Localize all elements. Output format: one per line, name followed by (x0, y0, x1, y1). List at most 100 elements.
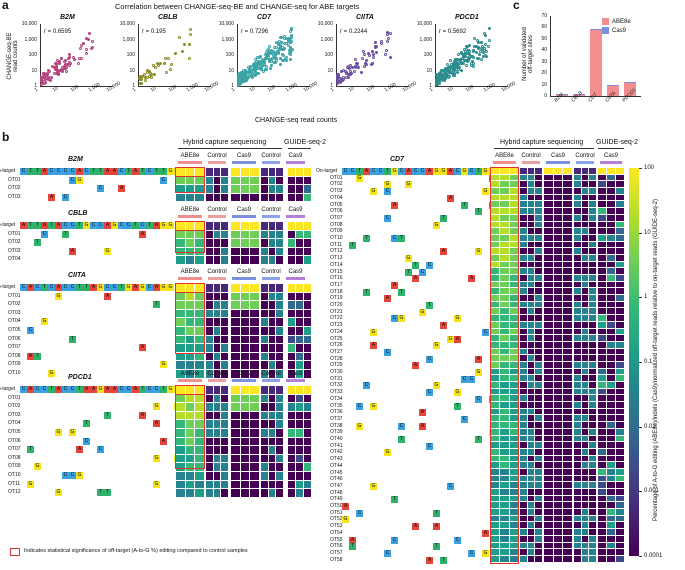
heatmap-cell (491, 515, 500, 522)
scatter-point (472, 55, 476, 59)
scatter-point (249, 72, 253, 76)
heatmap-cell (563, 181, 572, 188)
nucleotide: T (153, 168, 160, 175)
heatmap-cell (581, 395, 589, 402)
heatmap-cell (304, 185, 311, 193)
footnote: Indicates statistical significance of of… (24, 548, 248, 554)
mismatch-nucleotide: A (349, 536, 356, 544)
heatmap-cell (589, 408, 596, 415)
heatmap-cell (261, 301, 268, 309)
heatmap-cell (195, 403, 204, 411)
scatter-point (265, 65, 269, 69)
heatmap-cell (288, 176, 295, 185)
heatmap-cell (213, 309, 221, 318)
heatmap-cell (616, 214, 624, 221)
row-label: OT55 (330, 536, 343, 543)
heatmap-cell (500, 168, 509, 174)
row-label: OT04 (8, 318, 21, 325)
scatter-point (452, 68, 456, 72)
scatter-point (359, 70, 363, 74)
heatmap-cell (500, 174, 509, 181)
heatmap-cell (520, 382, 527, 388)
scatter-point (386, 36, 390, 40)
heatmap-cell (296, 463, 303, 471)
heatmap-cell (509, 535, 518, 542)
mismatch-nucleotide: G (384, 449, 391, 457)
scatter-point (445, 63, 449, 67)
mismatch-nucleotide: T (398, 288, 405, 296)
heatmap-cell (509, 375, 518, 381)
row-label: OT10 (8, 472, 21, 478)
heatmap-cell (616, 455, 624, 462)
scatter-point (365, 62, 369, 66)
heatmap-cell (261, 361, 268, 369)
heatmap-cell (491, 301, 500, 308)
heatmap-guide (288, 284, 311, 379)
heatmap-cell (616, 428, 624, 435)
heatmap-cell (206, 193, 213, 202)
nucleotide: A (111, 386, 118, 393)
heatmap-cell (520, 442, 527, 448)
heatmap-cell (598, 321, 606, 328)
row-label: OT12 (330, 248, 343, 255)
heatmap-cell (221, 335, 228, 344)
heatmap-cell (509, 442, 518, 448)
mismatch-nucleotide: G (27, 480, 34, 488)
heatmap-cell (296, 247, 303, 256)
row-label: OT01 (8, 292, 21, 299)
heatmap-cell (500, 248, 509, 254)
mismatch-nucleotide: G (475, 369, 482, 376)
heatmap-cell (304, 284, 311, 292)
heatmap-cell (527, 241, 535, 248)
heatmap-cell (195, 428, 204, 437)
heatmap-cell (589, 268, 596, 274)
scatter-point (452, 73, 456, 77)
scatter-point (352, 70, 356, 74)
heatmap-cell (535, 502, 542, 509)
heatmap-cell (221, 222, 228, 230)
heatmap-col-label: Cas9 (288, 207, 303, 213)
nucleotide: G (167, 168, 174, 175)
heatmap-cell (500, 522, 509, 529)
heatmap-cell (616, 415, 624, 422)
heatmap-cell (231, 256, 240, 264)
heatmap-cell (535, 422, 542, 428)
nucleotide: C (62, 386, 69, 393)
heatmap-cell (563, 388, 572, 395)
heatmap-col-bar (262, 277, 280, 280)
heatmap-cell (535, 268, 542, 274)
heatmap-cell (296, 230, 303, 239)
heatmap-cell (288, 247, 295, 256)
heatmap-cell (176, 239, 185, 247)
heatmap-cell (213, 292, 221, 301)
scatter-point (361, 49, 365, 53)
heatmap-cell (261, 318, 268, 326)
heatmap-cell (491, 355, 500, 361)
heatmap-cell (221, 309, 228, 318)
heatmap-cell (607, 315, 615, 321)
heatmap-cell (581, 221, 589, 228)
heatmap-col-label: Control (207, 153, 227, 159)
heatmap-col-label: Control (207, 269, 227, 275)
heatmap-cell (607, 428, 615, 435)
heatmap-cell (616, 482, 624, 488)
heatmap-cell (581, 301, 589, 308)
heatmap-cell (268, 284, 276, 292)
nucleotide: A (111, 168, 118, 175)
heatmap-cell (520, 214, 527, 221)
heatmap-cell (535, 214, 542, 221)
row-label: OT02 (8, 239, 21, 246)
heatmap-cell (553, 388, 563, 395)
scatter-axes (336, 24, 409, 87)
scatter-point (45, 73, 49, 77)
scatter-gene-title: CBLB (158, 14, 178, 21)
heatmap-cell (607, 495, 615, 502)
heatmap-cell (520, 475, 527, 482)
heatmap-cell (520, 181, 527, 188)
nucleotide: A (132, 386, 139, 393)
heatmap-cell (250, 168, 259, 176)
heatmap-cell (598, 455, 606, 462)
scatter-point (177, 36, 181, 40)
scatter-point (78, 47, 82, 51)
heatmap-cell (221, 284, 228, 292)
